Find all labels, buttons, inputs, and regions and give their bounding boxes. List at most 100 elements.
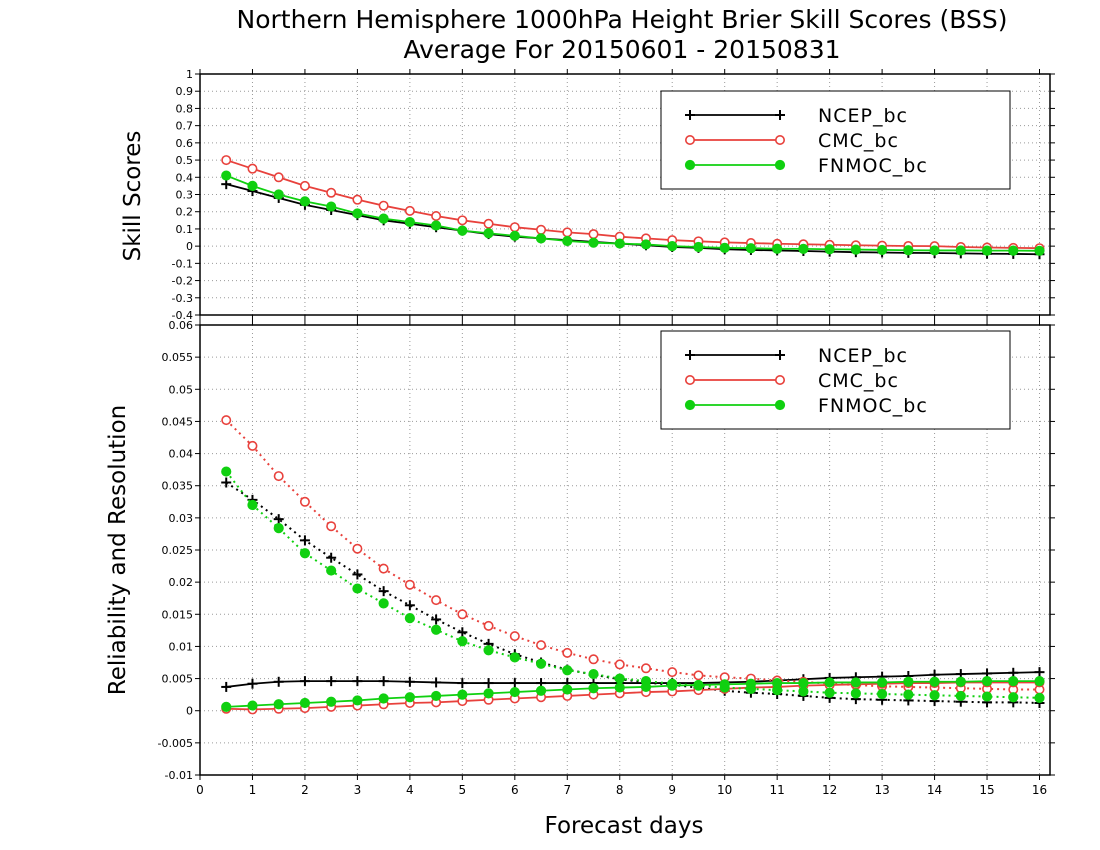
- bottom-series-fnmoc-bc-resolution-point: [824, 687, 835, 698]
- bottom-series-cmc-bc-resolution-line: [225, 419, 1040, 691]
- bottom-series-fnmoc-bc-reliability-point: [981, 676, 993, 687]
- bottom-y-tick-label: -0.005: [158, 737, 193, 750]
- top-series-cmc-bc-point: [457, 215, 468, 226]
- x-tick-label: 7: [563, 783, 571, 797]
- top-legend: NCEP_bc CMC_bc FNMOC_bc: [660, 90, 1011, 190]
- bottom-legend-marker-end: [774, 374, 785, 385]
- top-series-fnmoc-bc-point: [798, 243, 809, 254]
- bottom-series-fnmoc-bc-reliability-point: [772, 677, 783, 689]
- bottom-series-cmc-bc-resolution-point: [457, 609, 468, 620]
- top-series-fnmoc-bc-point: [457, 225, 468, 236]
- bottom-series-fnmoc-bc-reliability-point: [457, 689, 468, 700]
- top-series-fnmoc-bc-point: [273, 189, 284, 200]
- top-series-cmc-bc-point: [483, 218, 494, 229]
- bottom-series-fnmoc-bc-resolution-point: [850, 688, 861, 699]
- bottom-legend-label-cmc-bc: CMC_bc: [818, 370, 899, 392]
- top-series-fnmoc-bc-point: [404, 216, 415, 228]
- skill-score-panel: -0.4 -0.3 -0.2 -0.1 0 0.1 0.2 0.3 0.4 0.5 0.6 0.7 0.…: [172, 68, 1055, 322]
- bottom-series-fnmoc-bc-reliability-point: [509, 686, 520, 698]
- bottom-series-fnmoc-bc-resolution-line: [225, 470, 1040, 699]
- bottom-series-cmc-bc-resolution-point: [404, 579, 415, 590]
- top-series-fnmoc-bc-point: [693, 241, 704, 253]
- top-y-tick-label: 0.8: [176, 102, 194, 115]
- top-series-fnmoc-bc-point: [772, 243, 783, 254]
- bottom-y-tick-label: 0.02: [169, 576, 194, 589]
- top-series-cmc-bc-point: [562, 227, 573, 238]
- top-series-cmc-bc-point: [352, 194, 363, 205]
- x-tick-label: 6: [511, 783, 519, 797]
- top-series-cmc-bc-point: [588, 229, 599, 240]
- bottom-legend-label-ncep-bc: NCEP_bc: [818, 345, 908, 367]
- bottom-series-fnmoc-bc-reliability-point: [640, 681, 652, 693]
- bottom-series-fnmoc-bc-resolution-point: [247, 499, 258, 511]
- bottom-series-cmc-bc-resolution-point: [273, 471, 284, 482]
- top-y-tick-label: 0.2: [176, 206, 194, 219]
- top-y-tick-label: 0.5: [176, 154, 194, 167]
- bottom-series-fnmoc-bc-reliability-point: [824, 677, 835, 688]
- bottom-series-fnmoc-bc-reliability-point: [719, 679, 730, 690]
- top-series-fnmoc-bc-point: [221, 170, 232, 181]
- top-series-fnmoc-bc-point: [299, 196, 311, 207]
- bottom-series-fnmoc-bc-reliability-point: [378, 693, 389, 704]
- top-y-tick-label: 0.7: [176, 120, 194, 133]
- bottom-series-fnmoc-bc-reliability-point: [745, 678, 757, 689]
- top-y-tick-label: -0.2: [172, 275, 193, 288]
- top-series-fnmoc-bc-point: [929, 245, 940, 256]
- bottom-series-cmc-bc-resolution-point: [299, 496, 310, 507]
- bottom-series-fnmoc-bc-resolution-point: [221, 466, 232, 477]
- bottom-series-fnmoc-bc-resolution-point: [798, 686, 809, 697]
- top-plot-frame: [199, 73, 1051, 316]
- bottom-series-fnmoc-bc-resolution-point: [273, 523, 284, 534]
- bottom-y-tick-label: 0.055: [162, 351, 194, 364]
- bottom-series-fnmoc-bc-reliability-point: [876, 677, 888, 688]
- bottom-legend: NCEP_bc CMC_bc FNMOC_bc: [660, 330, 1011, 430]
- bottom-series-cmc-bc-resolution-point: [693, 670, 704, 681]
- x-tick-label: 9: [668, 783, 676, 797]
- bottom-y-tick-label: 0.06: [169, 319, 194, 332]
- bottom-series-fnmoc-bc-reliability-point: [850, 677, 861, 688]
- bottom-series-cmc-bc-resolution-point: [667, 667, 678, 678]
- bottom-y-tick-label: 0: [186, 705, 193, 718]
- bottom-y-tick-label: 0.015: [162, 608, 194, 621]
- bottom-series-fnmoc-bc-resolution-point: [509, 652, 520, 663]
- x-tick-label: 15: [979, 783, 994, 797]
- bottom-series-fnmoc-bc-reliability-point: [326, 696, 337, 707]
- top-legend-marker-start: [684, 135, 695, 146]
- x-tick-label: 11: [770, 783, 785, 797]
- chart-subtitle: Average For 20150601 - 20150831: [403, 35, 840, 64]
- top-series-fnmoc-bc-point: [876, 244, 888, 256]
- top-series-fnmoc-bc-point: [903, 245, 914, 256]
- bottom-series-fnmoc-bc-resolution-point: [352, 583, 363, 594]
- top-series-fnmoc-bc-point: [981, 245, 993, 256]
- bottom-series-fnmoc-bc-reliability-point: [483, 688, 494, 699]
- top-y-tick-label: 0: [186, 240, 193, 253]
- bottom-y-tick-label: 0.045: [162, 415, 194, 428]
- bottom-series-fnmoc-bc-resolution-point: [955, 690, 966, 702]
- bottom-series-fnmoc-bc-reliability-point: [431, 690, 442, 702]
- top-series-fnmoc-bc-point: [745, 243, 757, 254]
- bottom-series-cmc-bc-resolution-point: [640, 663, 651, 674]
- bottom-series-fnmoc-bc-resolution-point: [404, 613, 415, 624]
- top-legend-label-cmc-bc: CMC_bc: [818, 130, 899, 152]
- bottom-series-fnmoc-bc-resolution-point: [378, 598, 389, 609]
- bottom-series-fnmoc-bc-resolution-point: [483, 645, 494, 656]
- bottom-series-fnmoc-bc-reliability-point: [614, 682, 625, 693]
- bottom-series-cmc-bc-resolution-point: [588, 654, 599, 665]
- bottom-y-axis-label: Reliability and Resolution: [105, 405, 131, 695]
- top-legend-label-ncep-bc: NCEP_bc: [818, 105, 908, 127]
- bottom-y-tick-label: 0.04: [169, 448, 194, 461]
- x-tick-label: 0: [196, 783, 204, 797]
- bottom-y-tick-label: 0.05: [169, 383, 194, 396]
- bottom-y-tick-label: 0.035: [162, 480, 194, 493]
- bottom-series-fnmoc-bc-resolution-point: [1034, 692, 1045, 703]
- top-series-fnmoc-bc-point: [509, 230, 520, 241]
- top-y-tick-label: -0.4: [172, 309, 193, 322]
- bottom-series-fnmoc-bc-reliability-point: [903, 676, 914, 687]
- top-y-tick-label: 0.6: [176, 137, 194, 150]
- top-legend-marker-end: [774, 135, 785, 146]
- top-series-fnmoc-bc-point: [640, 239, 652, 250]
- bottom-y-tick-label: 0.005: [162, 673, 194, 686]
- top-series-fnmoc-bc-point: [614, 238, 625, 249]
- bottom-series-fnmoc-bc-reliability-point: [221, 701, 232, 712]
